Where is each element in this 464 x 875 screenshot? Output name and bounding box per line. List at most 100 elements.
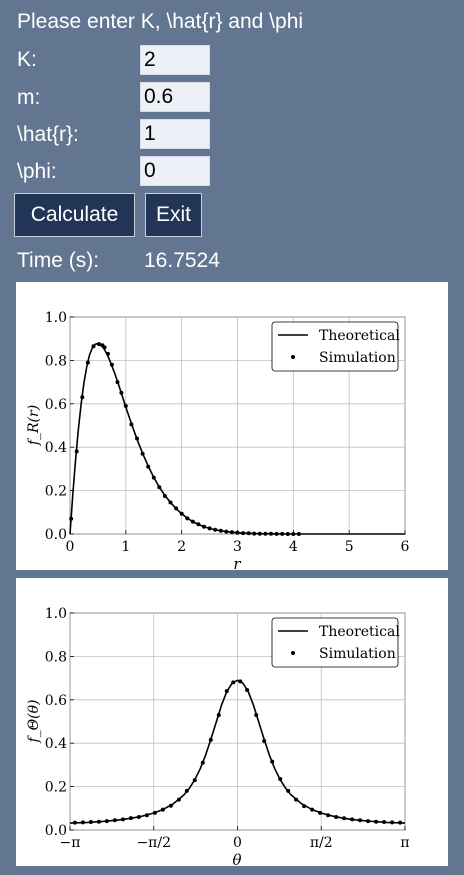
plot-r-simulation-point xyxy=(109,362,114,367)
m-input[interactable] xyxy=(140,82,210,112)
plot-r-simulation-point xyxy=(102,345,107,350)
plot-theta-distribution: −π −π/2 0 π/2 π 0.0 0.2 0.4 0.6 0.8 1.0 θ f_Θ(θ) T… xyxy=(16,578,448,866)
plot-theta-simulation-point xyxy=(192,778,197,783)
plot-r-ticks: 0 1 2 3 4 5 6 0.0 0.2 0.4 0.6 0.8 1.0 xyxy=(45,310,410,555)
calculate-button[interactable]: Calculate xyxy=(14,193,135,237)
plot-r-simulation-point xyxy=(190,519,195,524)
plot-r-simulation-point xyxy=(115,380,120,385)
plot-r-legend-point-icon xyxy=(291,355,295,359)
plot-r-simulation-point xyxy=(280,531,285,536)
plot-theta-simulation-point xyxy=(342,816,347,821)
plot-r-simulation-point xyxy=(185,516,190,521)
r-hat-label: \hat{r}: xyxy=(17,123,79,146)
plot-theta-xtick-label: −π xyxy=(60,835,81,851)
plot-theta-simulation-point xyxy=(262,739,267,743)
plot-r-simulation-point xyxy=(213,527,218,532)
plot-theta-simulation-point xyxy=(168,803,173,808)
time-value: 16.7524 xyxy=(144,249,220,272)
plot-r-simulation-point xyxy=(85,360,90,365)
plot-r-legend-theoretical: Theoretical xyxy=(319,328,400,344)
plot-r-distribution: 0 1 2 3 4 5 6 0.0 0.2 0.4 0.6 0.8 1.0 r f_R(r) Theor… xyxy=(16,282,448,570)
plot-theta-xtick-label: −π/2 xyxy=(136,835,171,851)
plot-r-simulation-point xyxy=(207,526,212,531)
plot-theta-simulation-point xyxy=(238,679,243,684)
plot-r-simulation-point xyxy=(119,390,124,395)
plot-r-xlabel: r xyxy=(233,555,241,570)
plot-theta-simulation-point xyxy=(136,815,141,819)
exit-button[interactable]: Exit xyxy=(145,193,202,237)
plot-r-series xyxy=(69,342,405,536)
plot-theta-simulation-point xyxy=(176,797,181,802)
plot-r-ytick-label: 0.8 xyxy=(45,353,67,369)
plot-theta-simulation-point xyxy=(374,819,379,824)
plot-theta-simulation-point xyxy=(128,816,133,821)
plot-r-simulation-point xyxy=(91,344,96,349)
plot-theta-ytick-label: 0.8 xyxy=(45,649,67,665)
plot-r-simulation-point xyxy=(162,494,167,498)
plot-theta-ytick-label: 0.0 xyxy=(45,823,67,839)
plot-r-ytick-label: 0.6 xyxy=(45,397,67,413)
plot-r-simulation-point xyxy=(123,404,128,408)
plot-theta-legend-theoretical: Theoretical xyxy=(319,624,400,640)
plot-theta-simulation-point xyxy=(104,819,109,824)
plot-r-simulation-point xyxy=(252,531,257,536)
plot-theta-simulation-point xyxy=(294,797,299,802)
plot-r-simulation-point xyxy=(168,500,173,505)
plot-theta-simulation-point xyxy=(286,788,291,793)
plot-theta-simulation-point xyxy=(160,807,165,812)
plot-r-simulation-point xyxy=(202,524,206,529)
plot-r-legend: Theoretical Simulation xyxy=(271,321,400,372)
plot-theta-simulation-point xyxy=(231,680,236,685)
plot-r-simulation-point xyxy=(80,395,85,400)
plot-theta-simulation-point xyxy=(120,817,125,822)
time-label: Time (s): xyxy=(17,249,100,272)
plot-r-grid xyxy=(69,316,406,535)
plot-theta-simulation-point xyxy=(278,777,283,781)
phi-label: \phi: xyxy=(17,160,57,183)
plot-r-simulation-point xyxy=(106,351,110,356)
plot-theta-series xyxy=(69,679,406,825)
plot-r-xtick-label: 2 xyxy=(177,539,186,555)
plot-theta-xtick-label: π/2 xyxy=(310,835,333,851)
plot-theta-simulation-point xyxy=(152,810,157,815)
plot-theta-simulation-point xyxy=(270,759,275,764)
plot-r-simulation-point xyxy=(135,436,139,441)
plot-theta-simulation-point xyxy=(302,804,307,809)
plot-r-ytick-label: 0.0 xyxy=(45,527,67,543)
plot-theta-ytick-label: 0.4 xyxy=(45,736,67,752)
plot-theta-simulation-point xyxy=(144,813,149,818)
plot-theta-simulation-point xyxy=(184,788,189,793)
plot-r-simulation-point xyxy=(229,530,234,535)
plot-r-simulation-point xyxy=(140,451,145,456)
form-heading: Please enter K, \hat{r} and \phi xyxy=(17,10,304,33)
plot-r-simulation-point xyxy=(179,511,184,516)
plot-theta-simulation-point xyxy=(245,688,250,692)
plot-r-svg: 0 1 2 3 4 5 6 0.0 0.2 0.4 0.6 0.8 1.0 r f_R(r) Theor… xyxy=(26,310,410,570)
plot-theta-legend-point-icon xyxy=(291,651,295,655)
m-label: m: xyxy=(17,86,41,109)
plot-r-simulation-point xyxy=(263,531,268,536)
plot-theta-simulation-point xyxy=(334,815,339,819)
plot-r-simulation-point xyxy=(129,422,134,427)
plot-r-simulation-point xyxy=(269,531,273,536)
plot-r-simulation-point xyxy=(157,485,162,490)
plot-theta-xlabel: θ xyxy=(232,851,241,866)
plot-theta-simulation-point xyxy=(310,807,315,812)
plot-r-legend-simulation: Simulation xyxy=(319,350,396,366)
plot-theta-ytick-label: 0.2 xyxy=(45,780,67,796)
plot-theta-simulation-point xyxy=(224,689,229,694)
k-input[interactable] xyxy=(140,45,210,75)
plot-theta-ylabel: f_Θ(θ) xyxy=(26,699,42,743)
plot-theta-simulation-point xyxy=(216,713,221,717)
plot-theta-simulation-point xyxy=(398,820,403,825)
r-hat-input[interactable] xyxy=(140,119,210,149)
plot-r-simulation-point xyxy=(274,531,279,536)
plot-theta-legend-simulation: Simulation xyxy=(319,646,396,662)
plot-theta-simulation-point xyxy=(96,819,101,824)
plot-theta-simulation-point xyxy=(72,820,77,825)
plot-theta-simulation-point xyxy=(326,813,331,818)
plot-theta-simulation-point xyxy=(366,819,371,824)
plot-r-simulation-point xyxy=(257,531,262,536)
plot-theta-simulation-point xyxy=(88,820,93,824)
phi-input[interactable] xyxy=(140,156,210,186)
